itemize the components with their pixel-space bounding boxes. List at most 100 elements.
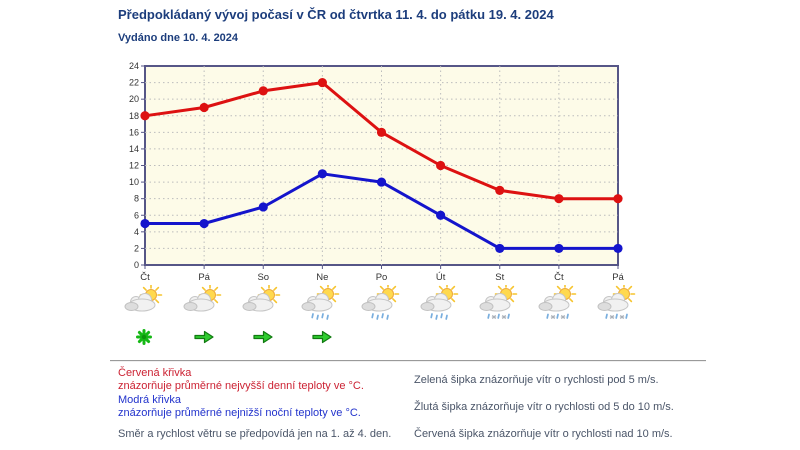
y-axis-tick-label: 24 (129, 61, 139, 71)
y-axis-tick-label: 10 (129, 177, 139, 187)
sun-ray (155, 299, 160, 304)
series-min-temp-point (495, 243, 505, 254)
cloud-icon (183, 293, 215, 312)
series-min-temp-point (317, 169, 327, 179)
issued-date: Vydáno dne 10. 4. 2024 (118, 32, 239, 44)
y-axis-tick-label: 6 (134, 210, 139, 220)
cloud-icon (242, 293, 274, 312)
series-min-temp-point (436, 210, 446, 220)
series-max-temp-point (376, 127, 387, 137)
series-min-temp-point (199, 218, 209, 229)
rain-drops-icon (487, 313, 510, 319)
cloud-icon (597, 293, 629, 312)
weather-icon-sun-cloud-sleet (479, 285, 518, 320)
wind-icon-green-star (136, 329, 152, 345)
sun-ray (451, 285, 456, 290)
sun-ray (392, 298, 397, 303)
sun-ray (438, 285, 443, 290)
wind-icon-green-arrow-right (253, 330, 273, 344)
weather-icon-sun-cloud (124, 285, 163, 312)
weather-icon-sun-cloud (183, 285, 222, 312)
wind-icon-green-arrow-right (312, 330, 332, 344)
weather-icon-sun-cloud-sleet (538, 285, 577, 320)
sun-ray (379, 285, 384, 290)
series-max-temp-point (613, 194, 623, 204)
sun-ray (497, 285, 502, 290)
x-axis-tick-label: Čt (140, 272, 150, 283)
weather-icon-sun-cloud-rain (361, 285, 400, 320)
x-axis-tick-label: St (495, 272, 504, 283)
y-axis-tick-label: 18 (129, 111, 139, 121)
snow-flakes-icon (550, 314, 566, 320)
sun-ray (142, 286, 147, 291)
x-axis-tick-label: Pá (198, 272, 210, 283)
sun-ray (392, 285, 397, 290)
cloud-icon (361, 293, 393, 312)
sun-ray (332, 298, 337, 303)
series-min-temp-point (554, 243, 564, 254)
cloud-icon (538, 293, 570, 312)
series-max-temp-point (495, 185, 505, 195)
y-axis-tick-label: 2 (134, 243, 139, 253)
series-min-temp-point (140, 218, 150, 229)
sun-ray (273, 299, 278, 304)
x-axis-tick-label: So (257, 272, 269, 283)
y-axis-tick-label: 12 (129, 161, 139, 171)
series-max-temp-point (317, 77, 327, 88)
arrow-shape (253, 330, 273, 344)
x-axis-tick-label: Pá (612, 272, 624, 283)
legend-blue-desc: znázorňuje průměrné nejnižší noční teplo… (118, 407, 361, 419)
sun-ray (615, 285, 620, 290)
sun-ray (319, 285, 324, 290)
y-axis-tick-label: 16 (129, 127, 139, 137)
series-min-temp-point (376, 177, 387, 187)
snow-flakes-icon (491, 314, 507, 320)
x-axis-tick-label: Čt (554, 272, 564, 283)
sun-ray (628, 285, 633, 290)
series-max-temp-point (554, 194, 564, 204)
legend-wind-note: Směr a rychlost větru se předpovídá jen … (118, 428, 392, 440)
star-shape (136, 329, 152, 345)
snow-flakes-icon (609, 314, 625, 320)
y-axis-tick-label: 8 (134, 194, 139, 204)
sun-ray (569, 298, 574, 303)
y-axis-tick-label: 22 (129, 78, 139, 88)
x-axis-tick-label: Po (376, 272, 388, 283)
rain-drops-icon (546, 313, 569, 319)
series-min-temp-point (613, 243, 623, 254)
sun-ray (273, 286, 278, 291)
legend-green-arrow-desc: Zelená šipka znázorňuje vítr o rychlosti… (414, 374, 659, 386)
y-axis-tick-label: 4 (134, 227, 139, 237)
rain-drops-icon (371, 313, 389, 320)
y-axis-tick-label: 20 (129, 94, 139, 104)
x-axis-tick-label: Ne (316, 272, 328, 283)
series-max-temp-point (258, 86, 268, 96)
rain-drops-icon (311, 313, 329, 320)
separator-line (110, 360, 706, 362)
cloud-icon (420, 293, 452, 312)
weather-icon-sun-cloud-rain (301, 285, 340, 320)
sun-ray (214, 286, 219, 291)
sun-ray (155, 286, 160, 291)
rain-drops-icon (605, 313, 628, 319)
y-axis-tick-label: 0 (134, 260, 139, 270)
sun-ray (201, 286, 206, 291)
arrow-shape (194, 330, 214, 344)
page-title: Předpokládaný vývoj počasí v ČR od čtvrt… (118, 7, 554, 22)
sun-ray (510, 298, 515, 303)
legend-red-arrow-desc: Červená šipka znázorňuje vítr o rychlost… (414, 428, 673, 440)
weather-icon-sun-cloud-rain (420, 285, 459, 320)
sun-ray (214, 299, 219, 304)
sun-ray (556, 285, 561, 290)
series-max-temp-point (199, 102, 209, 113)
cloud-icon (301, 293, 333, 312)
arrow-shape (312, 330, 332, 344)
series-max-temp-point (140, 111, 150, 121)
sun-ray (628, 298, 633, 303)
sun-ray (510, 285, 515, 290)
sun-ray (569, 285, 574, 290)
cloud-icon (124, 293, 156, 312)
